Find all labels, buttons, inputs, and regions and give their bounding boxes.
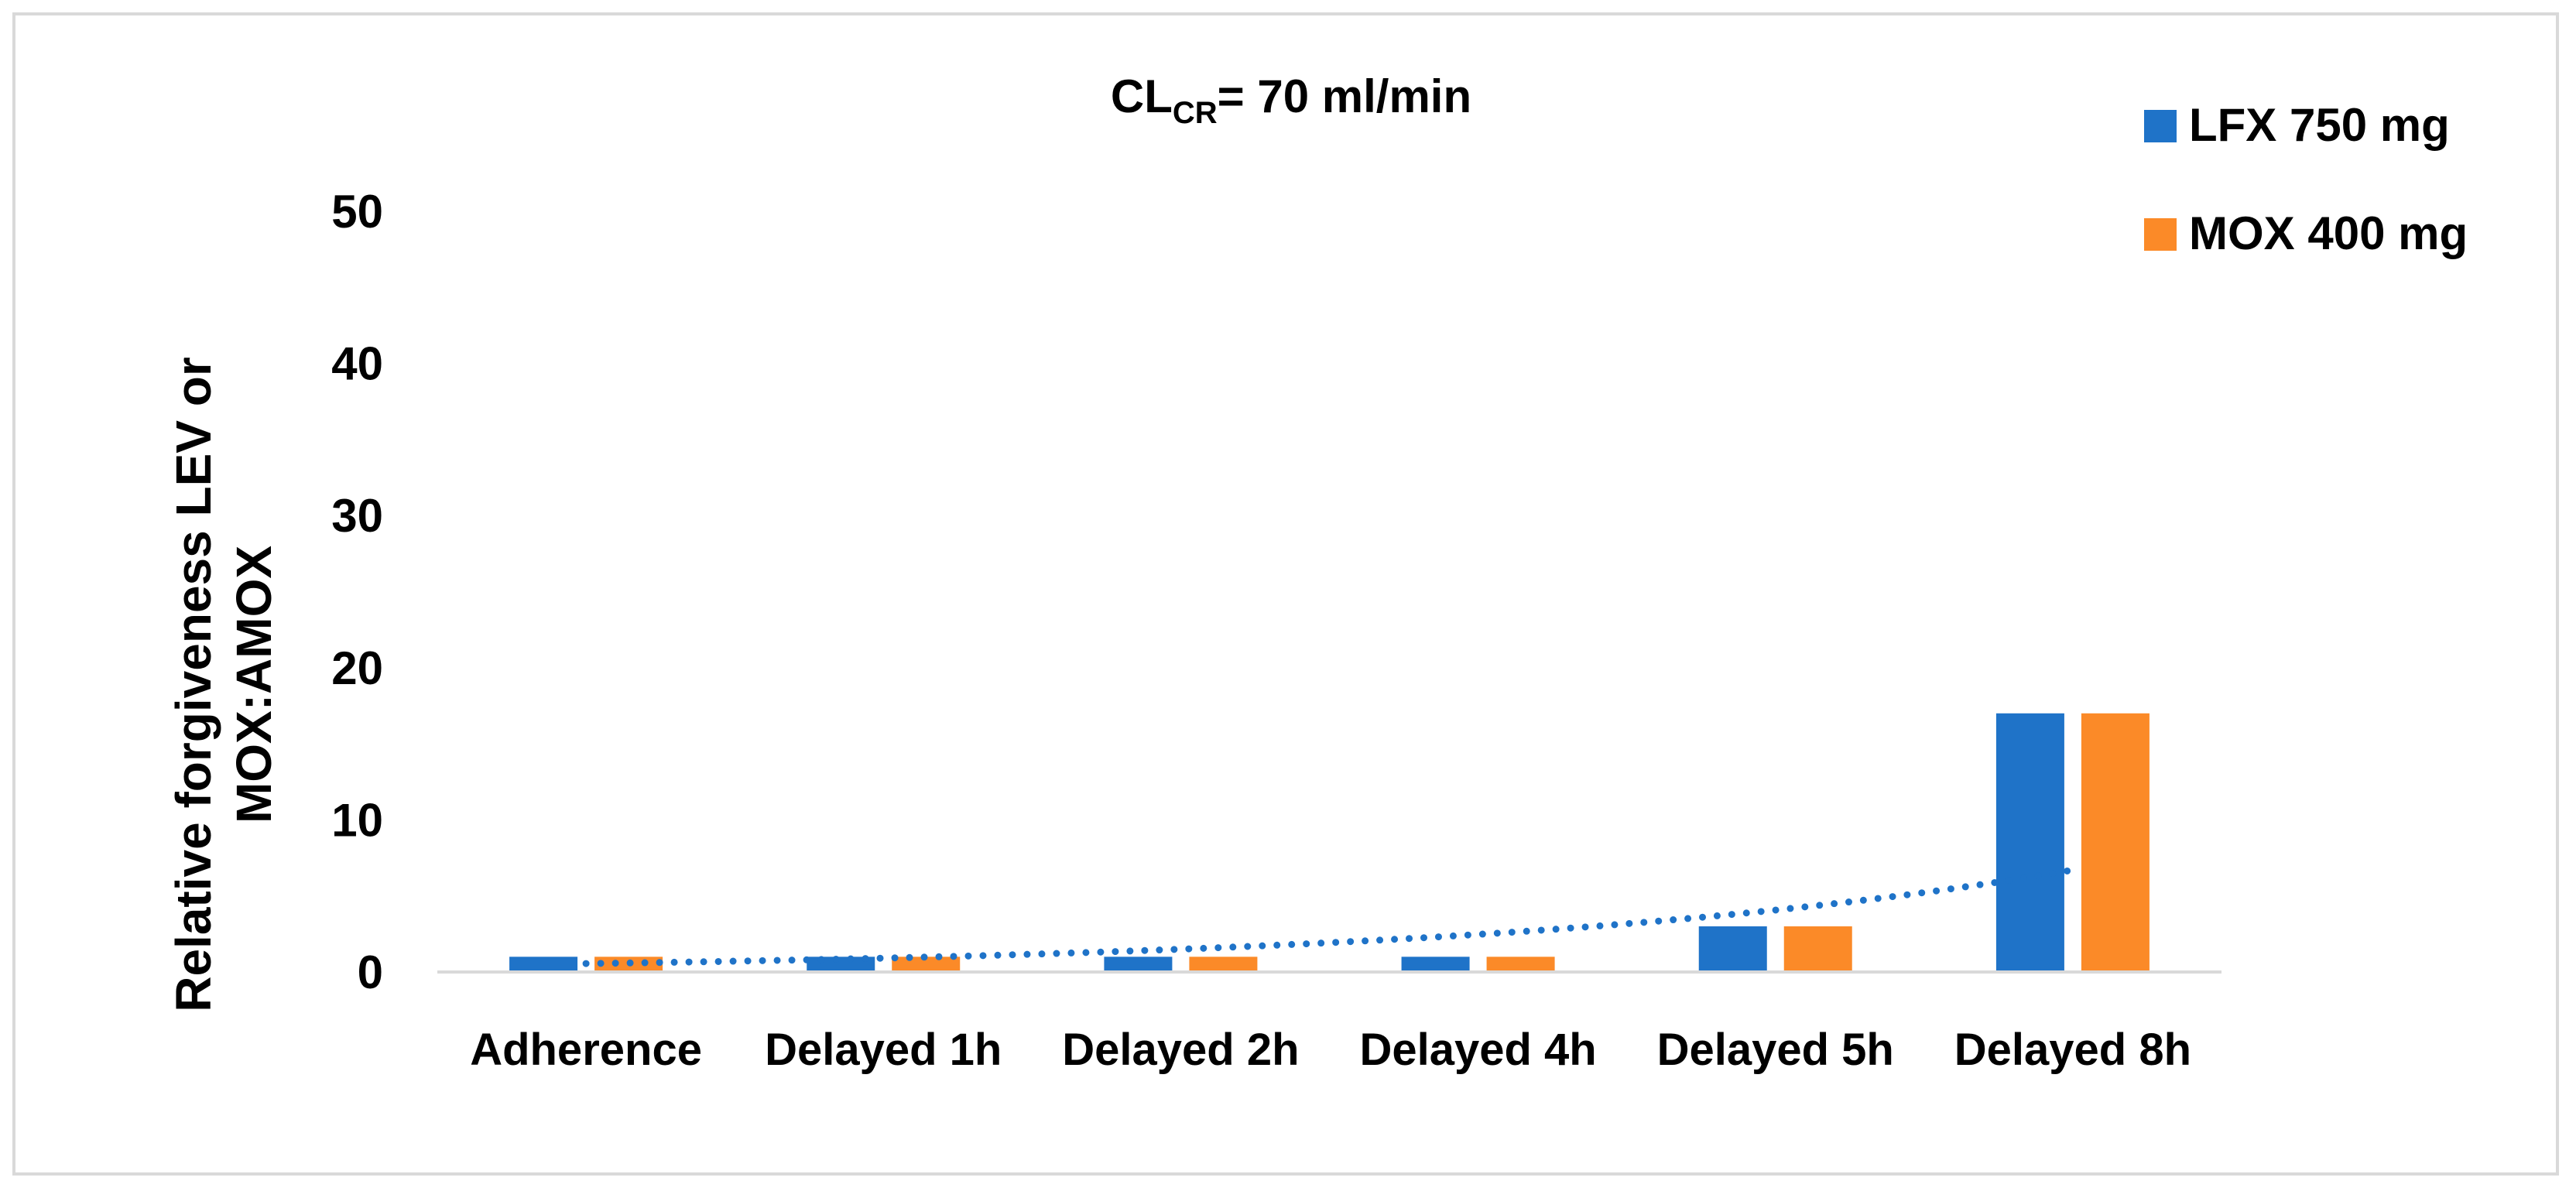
- y-tick-label: 40: [331, 338, 383, 390]
- legend-swatch: [2144, 110, 2177, 142]
- bar: [1995, 713, 2064, 972]
- bars: [509, 713, 2150, 972]
- bar: [1189, 957, 1258, 972]
- x-tick-label: Delayed 8h: [1954, 1025, 2191, 1075]
- chart-title: CLCR= 70 ml/min: [1111, 70, 1471, 130]
- x-axis-categories: Adherence Delayed 1h Delayed 2h Delayed 4h D…: [470, 1025, 2191, 1075]
- y-tick-label: 30: [331, 490, 383, 542]
- y-axis-ticks: 0 10 20 30 40 50: [331, 186, 383, 998]
- bar: [1783, 926, 1852, 972]
- y-tick-label: 20: [331, 642, 383, 694]
- y-tick-label: 0: [358, 946, 383, 998]
- y-axis-label-line2: MOX:AMOX: [226, 546, 282, 823]
- chart-title-main: CL: [1111, 70, 1173, 122]
- x-tick-label: Delayed 1h: [765, 1025, 1002, 1075]
- bar: [1401, 957, 1470, 972]
- legend-swatch: [2144, 218, 2177, 251]
- bar: [1698, 926, 1767, 972]
- bar: [1104, 957, 1173, 972]
- legend-label: MOX 400 mg: [2189, 207, 2468, 259]
- bar: [2081, 713, 2150, 972]
- y-axis-label-2: MOX:AMOX: [226, 546, 282, 823]
- legend: LFX 750 mg MOX 400 mg: [2144, 99, 2468, 259]
- bar: [509, 957, 578, 972]
- chart-title-rest: = 70 ml/min: [1218, 70, 1471, 122]
- y-axis-label-line1: Relative forgiveness LEV or: [166, 357, 221, 1012]
- chart-title-subscript: CR: [1173, 96, 1218, 130]
- y-axis-label: Relative forgiveness LEV or: [166, 357, 221, 1012]
- y-tick-label: 10: [331, 794, 383, 846]
- chart-frame: [12, 12, 2559, 1176]
- trendline: [582, 866, 2077, 967]
- x-tick-label: Delayed 5h: [1657, 1025, 1894, 1075]
- legend-label: LFX 750 mg: [2189, 99, 2450, 151]
- y-tick-label: 50: [331, 186, 383, 238]
- x-tick-label: Delayed 2h: [1062, 1025, 1299, 1075]
- bar: [1486, 957, 1555, 972]
- x-tick-label: Delayed 4h: [1359, 1025, 1596, 1075]
- x-tick-label: Adherence: [470, 1025, 702, 1075]
